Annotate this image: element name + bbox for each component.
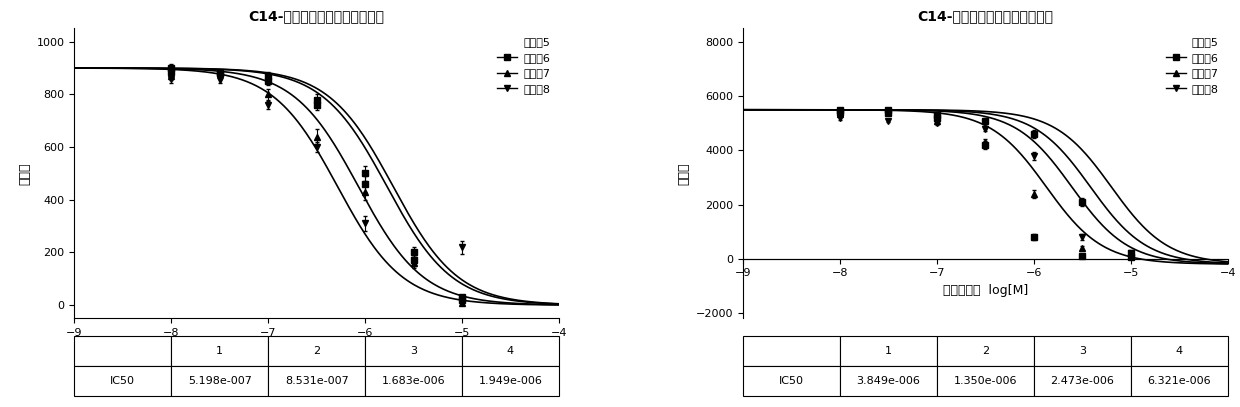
Title: C14-丙酮酸在脂肪酸中的掺入量: C14-丙酮酸在脂肪酸中的掺入量 xyxy=(918,9,1053,23)
X-axis label: 化合物浓度  log[M]: 化合物浓度 log[M] xyxy=(942,284,1028,297)
Legend: 化合用5, 化合用6, 化合用7, 化合用8: 化合用5, 化合用6, 化合用7, 化合用8 xyxy=(1163,34,1223,97)
Y-axis label: 放射値: 放射値 xyxy=(19,162,31,185)
Y-axis label: 放射値: 放射値 xyxy=(677,162,691,185)
Title: C14-丙酮酸在胆固醇中的掺入量: C14-丙酮酸在胆固醇中的掺入量 xyxy=(249,9,384,23)
Legend: 化合用5, 化合用6, 化合用7, 化合用8: 化合用5, 化合用6, 化合用7, 化合用8 xyxy=(495,34,553,97)
X-axis label: 化合物浓度  log[M]: 化合物浓度 log[M] xyxy=(274,344,360,357)
